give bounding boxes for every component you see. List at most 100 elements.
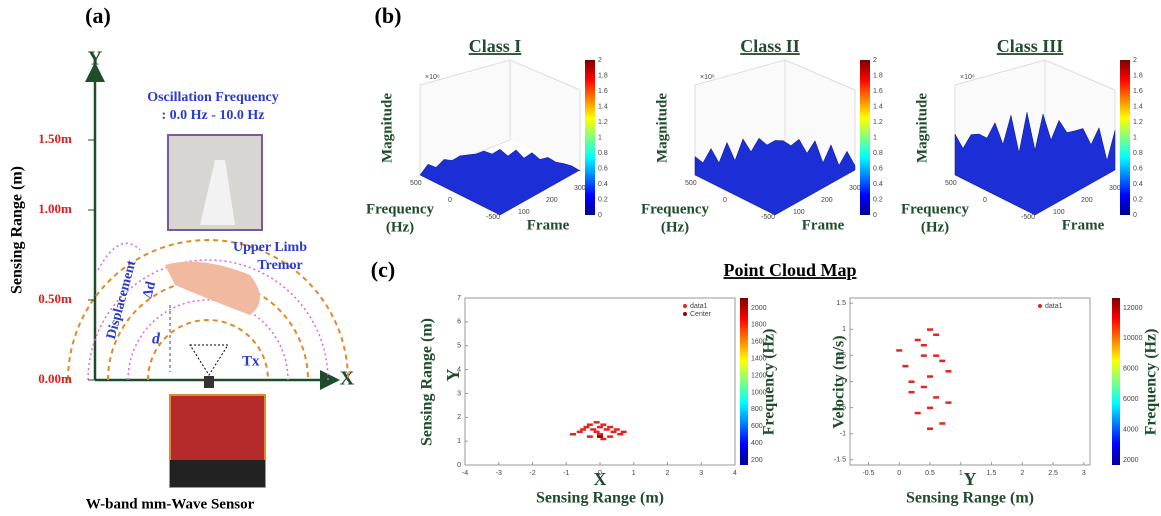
y-tick-label: 6	[457, 319, 461, 326]
y-tick-label: -1.5	[834, 457, 846, 464]
x-label: (Hz)	[661, 219, 689, 235]
osc-title: Oscillation Frequency	[147, 90, 279, 105]
point	[617, 433, 623, 436]
point	[933, 354, 939, 357]
colorbar-tick: 0.4	[1133, 181, 1143, 188]
frame-tick: 200	[821, 197, 833, 204]
z-label: Magnitude	[379, 93, 395, 163]
frame-tick: 200	[546, 197, 558, 204]
colorbar-tick: 0.6	[873, 165, 883, 172]
pc-title: Point Cloud Map	[723, 260, 856, 280]
colorbar-title: Frequency (Hz)	[1143, 329, 1160, 436]
point	[621, 431, 627, 434]
colorbar-tick: 2	[598, 57, 602, 64]
colorbar-title: Frequency (Hz)	[761, 329, 778, 436]
colorbar-tick: 10000	[1123, 335, 1143, 342]
freq-tick: -500	[1021, 214, 1035, 221]
x-tick-label: 2.5	[1048, 470, 1058, 477]
y-label: Frame	[1062, 217, 1105, 233]
z-label: Magnitude	[654, 93, 670, 163]
x-tick-label: 0.5	[925, 470, 935, 477]
sensor-caption: W-band mm-Wave Sensor	[86, 496, 255, 512]
colorbar-tick: 12000	[1123, 305, 1143, 312]
y-tick-label: 0.50m	[38, 291, 72, 306]
point	[611, 431, 617, 434]
colorbar-tick: 1.8	[1133, 72, 1143, 79]
x-label: Frequency	[366, 201, 435, 217]
point	[896, 349, 902, 352]
x-label: Frequency	[901, 201, 970, 217]
panel-label: (c)	[371, 257, 395, 282]
point	[597, 426, 603, 429]
colorbar-tick: 200	[751, 457, 763, 464]
freq-tick: 500	[410, 180, 422, 187]
freq-tick: 500	[945, 180, 957, 187]
colorbar-tick: 1.6	[1133, 88, 1143, 95]
point	[600, 423, 606, 426]
point	[590, 428, 596, 431]
point	[594, 431, 600, 434]
x-tick-label: -0.5	[862, 470, 874, 477]
colorbar-tick: 0.6	[1133, 165, 1143, 172]
x-tick-label: -2	[529, 470, 535, 477]
colorbar-tick: 1.6	[598, 88, 608, 95]
point	[587, 435, 593, 438]
colorbar-tick: 1.4	[1133, 103, 1143, 110]
colorbar-tick: 2	[873, 57, 877, 64]
colorbar-tick: 0	[1133, 212, 1137, 219]
x-tick-label: 1	[959, 470, 963, 477]
freq-tick: 0	[723, 197, 727, 204]
point	[587, 423, 593, 426]
y-title: Velocity (m/s)	[831, 335, 848, 428]
point	[921, 354, 927, 357]
d-label: d	[152, 331, 161, 348]
colorbar	[1120, 60, 1130, 215]
y-title: Sensing Range (m)	[419, 318, 436, 446]
colorbar-tick: 1	[873, 134, 877, 141]
colorbar-tick: 400	[751, 440, 763, 447]
x-tick-label: -4	[462, 470, 468, 477]
point	[921, 386, 927, 389]
point	[584, 426, 590, 429]
point	[945, 370, 951, 373]
x-tick-label: 0	[897, 470, 901, 477]
x-label: (Hz)	[921, 219, 949, 235]
point	[909, 381, 915, 384]
point	[604, 428, 610, 431]
x-tick-label: -3	[496, 470, 502, 477]
y-tick-label: 7	[457, 295, 461, 302]
point	[933, 396, 939, 399]
colorbar-tick: 0.8	[873, 150, 883, 157]
antenna	[204, 376, 214, 388]
colorbar-tick: 0.6	[598, 165, 608, 172]
x-tick-label: 1.5	[987, 470, 997, 477]
frame-tick: 100	[793, 209, 805, 216]
y-label: Frame	[527, 217, 570, 233]
plot-title: Class III	[997, 36, 1064, 56]
frame-tick: 100	[1053, 209, 1065, 216]
colorbar-tick: 1.8	[598, 72, 608, 79]
point	[915, 412, 921, 415]
point	[577, 431, 583, 434]
x-title: Sensing Range (m)	[536, 490, 664, 507]
colorbar	[860, 60, 870, 215]
colorbar-tick: 0.2	[598, 196, 608, 203]
point	[915, 339, 921, 342]
point	[607, 435, 613, 438]
colorbar-tick: 0.4	[598, 181, 608, 188]
frame-tick: 300	[1109, 185, 1121, 192]
colorbar-tick: 0.8	[598, 150, 608, 157]
plot-box	[850, 298, 1090, 465]
x-tick-label: 3	[699, 470, 703, 477]
colorbar-tick: 2000	[751, 305, 767, 312]
colorbar-tick: 1.2	[1133, 119, 1143, 126]
freq-tick: 0	[983, 197, 987, 204]
legend-marker	[683, 304, 687, 308]
tx: Tx	[242, 353, 260, 369]
plot-title: Class II	[740, 36, 800, 56]
point	[927, 407, 933, 410]
colorbar-tick: 0	[598, 212, 602, 219]
legend-label: data1	[690, 303, 708, 310]
osc-range: : 0.0 Hz - 10.0 Hz	[161, 108, 264, 123]
